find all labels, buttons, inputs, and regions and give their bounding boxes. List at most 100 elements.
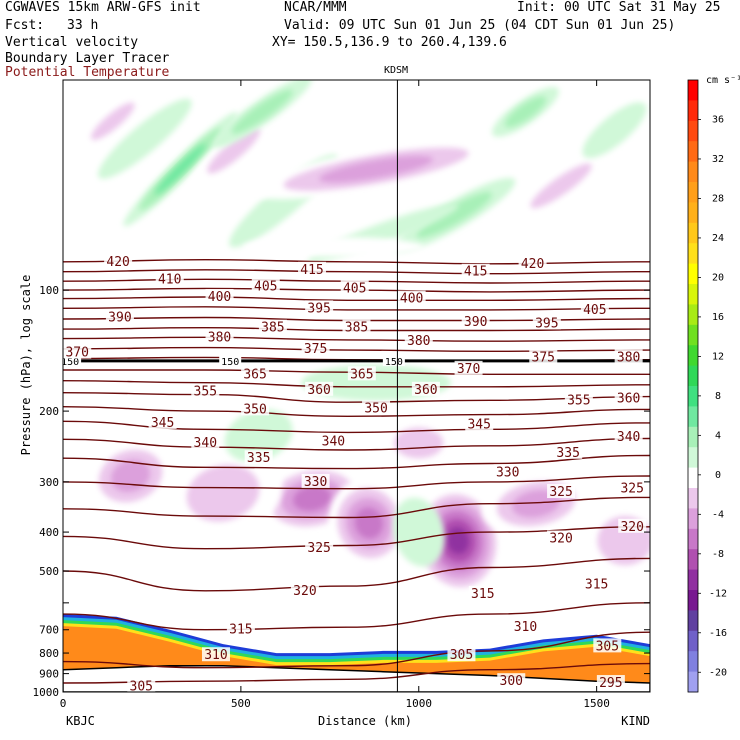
theta-contour-325 <box>63 496 650 519</box>
w-blob <box>530 163 592 209</box>
theta-contour-300 <box>63 662 650 684</box>
theta-label: 415 <box>300 263 323 278</box>
colorbar-label: 12 <box>712 351 724 362</box>
theta-label: 385 <box>345 321 368 336</box>
station-marker-label: KDSM <box>384 65 408 76</box>
theta-label: 335 <box>556 446 579 461</box>
theta-label: 355 <box>194 385 217 400</box>
theta-label-bg <box>226 621 255 636</box>
theta-label-bg <box>319 433 348 448</box>
tropopause-label: 150 <box>221 357 239 368</box>
theta-label-bg <box>127 678 156 692</box>
colorbar-band <box>688 569 698 591</box>
theta-label-bg <box>518 255 547 270</box>
theta-contour-400 <box>63 296 650 302</box>
theta-label-bg <box>241 366 270 381</box>
theta-label-bg <box>258 319 287 334</box>
theta-label: 295 <box>599 676 622 691</box>
colorbar-band <box>688 324 698 346</box>
theta-label: 305 <box>596 639 619 654</box>
theta-label-bg <box>251 278 280 293</box>
fcst-label: Fcst: <box>5 18 45 33</box>
x-axis-label: Distance (km) <box>318 714 412 728</box>
fcst-value: 33 h <box>67 18 99 33</box>
theta-label: 305 <box>130 680 153 695</box>
theta-label-bg <box>614 349 643 364</box>
colorbar-band <box>688 80 698 101</box>
theta-contour-415 <box>63 269 650 275</box>
theta-contour-335 <box>63 454 650 470</box>
colorbar-label: 36 <box>712 114 724 125</box>
theta-label: 350 <box>364 401 387 416</box>
colorbar-band <box>688 243 698 265</box>
theta-label: 330 <box>496 465 519 480</box>
theta-label: 395 <box>535 316 558 331</box>
theta-label: 380 <box>208 330 231 345</box>
y-tick-label: 900 <box>39 668 59 681</box>
theta-label: 310 <box>204 648 227 663</box>
theta-label: 360 <box>307 383 330 398</box>
theta-label-bg <box>305 300 334 315</box>
tropopause-label-bg <box>63 355 82 366</box>
theta-contour-315 <box>63 557 650 592</box>
colorbar-frame <box>687 79 699 693</box>
theta-label-bg <box>411 381 440 396</box>
w-blob <box>416 192 492 238</box>
theta-label: 370 <box>457 362 480 377</box>
theta-label: 360 <box>414 383 437 398</box>
theta-label: 375 <box>304 342 327 357</box>
theta-label: 390 <box>108 311 131 326</box>
colorbar-label: -16 <box>709 628 727 639</box>
colorbar-label: 8 <box>715 391 721 402</box>
boundary-layer-tracer-band <box>63 626 650 683</box>
theta-label: 340 <box>322 434 345 449</box>
theta-contour-310 <box>63 602 650 631</box>
right-endpoint-label: KIND <box>621 714 650 728</box>
colorbar-band <box>688 630 698 652</box>
theta-label-bg <box>547 484 576 499</box>
y-tick-label: 500 <box>39 565 59 578</box>
theta-label: 320 <box>293 584 316 599</box>
w-blob <box>392 497 445 567</box>
tropopause-label-bg <box>219 355 242 366</box>
colorbar-band <box>688 284 698 305</box>
theta-label: 315 <box>585 577 608 592</box>
theta-contour-330 <box>63 475 650 490</box>
colorbar: 36 32 28 24 20 16 12 8 4 0 -4 -8 -12 -16 -20 <box>687 79 727 693</box>
x-tick-label: 1000 <box>406 697 433 710</box>
colorbar-label: 0 <box>715 470 721 481</box>
colorbar-band <box>688 651 698 673</box>
theta-label: 325 <box>549 485 572 500</box>
y-tick-label: 1000 <box>33 686 60 699</box>
theta-label: 395 <box>307 301 330 316</box>
w-blob <box>354 507 383 539</box>
colorbar-band <box>688 528 698 550</box>
y-tick-label: 300 <box>39 476 59 489</box>
theta-label-bg <box>497 673 526 688</box>
theta-label-bg <box>201 647 230 662</box>
colorbar-band <box>688 222 698 244</box>
xy-line: XY= 150.5,136.9 to 260.4,139.6 <box>272 35 507 50</box>
chart-axes: 0 500 1000 1500 100 200 300 400 500 700 800 900 1000 <box>33 80 650 710</box>
tropopause-label-bg <box>382 355 405 366</box>
colorbar-label: 20 <box>712 272 724 283</box>
colorbar-band <box>688 467 698 489</box>
y-tick-label: 700 <box>39 624 59 637</box>
theta-label-bg <box>493 464 522 479</box>
theta-label-bg <box>301 340 330 355</box>
colorbar-band <box>688 447 698 469</box>
theta-label-bg <box>342 319 371 334</box>
theta-label: 310 <box>514 620 537 635</box>
theta-label-bg <box>241 401 270 416</box>
y-axis-label: Pressure (hPa), log scale <box>19 275 33 456</box>
theta-label: 315 <box>471 587 494 602</box>
theta-label-bg <box>468 585 497 600</box>
w-blob <box>207 128 261 174</box>
theta-label-bg <box>105 309 134 324</box>
theta-label-bg <box>461 263 490 278</box>
theta-label-bg <box>618 480 647 495</box>
theta-label-bg <box>104 253 133 268</box>
header-line1-left: CGWAVES 15km ARW-GFS init <box>5 0 201 15</box>
theta-label-bg <box>166 694 194 708</box>
